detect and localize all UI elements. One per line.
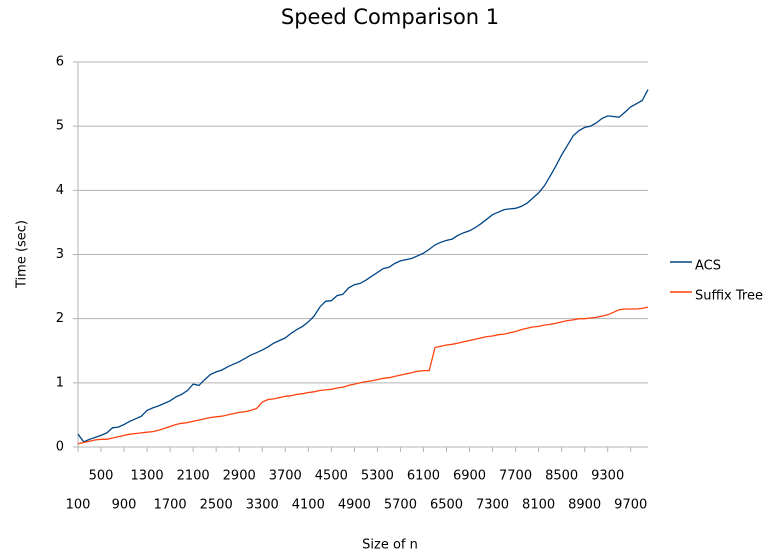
x-tick-label: 4100 xyxy=(292,498,325,513)
y-tick-label: 0 xyxy=(56,440,64,455)
x-tick-label: 3700 xyxy=(269,469,302,484)
x-tick-label: 4500 xyxy=(315,469,348,484)
x-tick-label: 6100 xyxy=(407,469,440,484)
chart-title: Speed Comparison 1 xyxy=(281,5,499,29)
x-tick-label: 5300 xyxy=(361,469,394,484)
x-tick-label: 4900 xyxy=(338,498,371,513)
x-tick-label: 1300 xyxy=(131,469,164,484)
x-tick-label: 9300 xyxy=(591,469,624,484)
x-tick-label: 2900 xyxy=(223,469,256,484)
x-tick-label: 7300 xyxy=(476,498,509,513)
x-tick-label: 8900 xyxy=(568,498,601,513)
x-tick-label: 6500 xyxy=(430,498,463,513)
x-tick-label: 100 xyxy=(66,498,91,513)
y-tick-label: 3 xyxy=(56,247,64,262)
x-tick-label: 9700 xyxy=(614,498,647,513)
x-tick-label: 2500 xyxy=(200,498,233,513)
y-tick-label: 6 xyxy=(56,55,64,70)
y-tick-label: 5 xyxy=(56,119,64,134)
legend-label: Suffix Tree xyxy=(695,289,763,304)
x-tick-label: 7700 xyxy=(499,469,532,484)
x-tick-label: 2100 xyxy=(177,469,210,484)
x-tick-label: 5700 xyxy=(384,498,417,513)
x-tick-label: 500 xyxy=(89,469,114,484)
y-tick-label: 2 xyxy=(56,311,64,326)
x-tick-label: 8500 xyxy=(545,469,578,484)
y-tick-label: 4 xyxy=(56,183,64,198)
x-tick-label: 3300 xyxy=(246,498,279,513)
series-line xyxy=(77,306,649,445)
y-axis-label: Time (sec) xyxy=(15,220,30,289)
legend-label: ACS xyxy=(695,259,721,274)
y-tick-label: 1 xyxy=(56,375,64,390)
x-tick-label: 900 xyxy=(112,498,137,513)
x-tick-label: 1700 xyxy=(154,498,187,513)
x-tick-label: 8100 xyxy=(522,498,555,513)
series-line xyxy=(77,89,649,443)
x-axis-label: Size of n xyxy=(362,538,418,553)
x-tick-label: 6900 xyxy=(453,469,486,484)
